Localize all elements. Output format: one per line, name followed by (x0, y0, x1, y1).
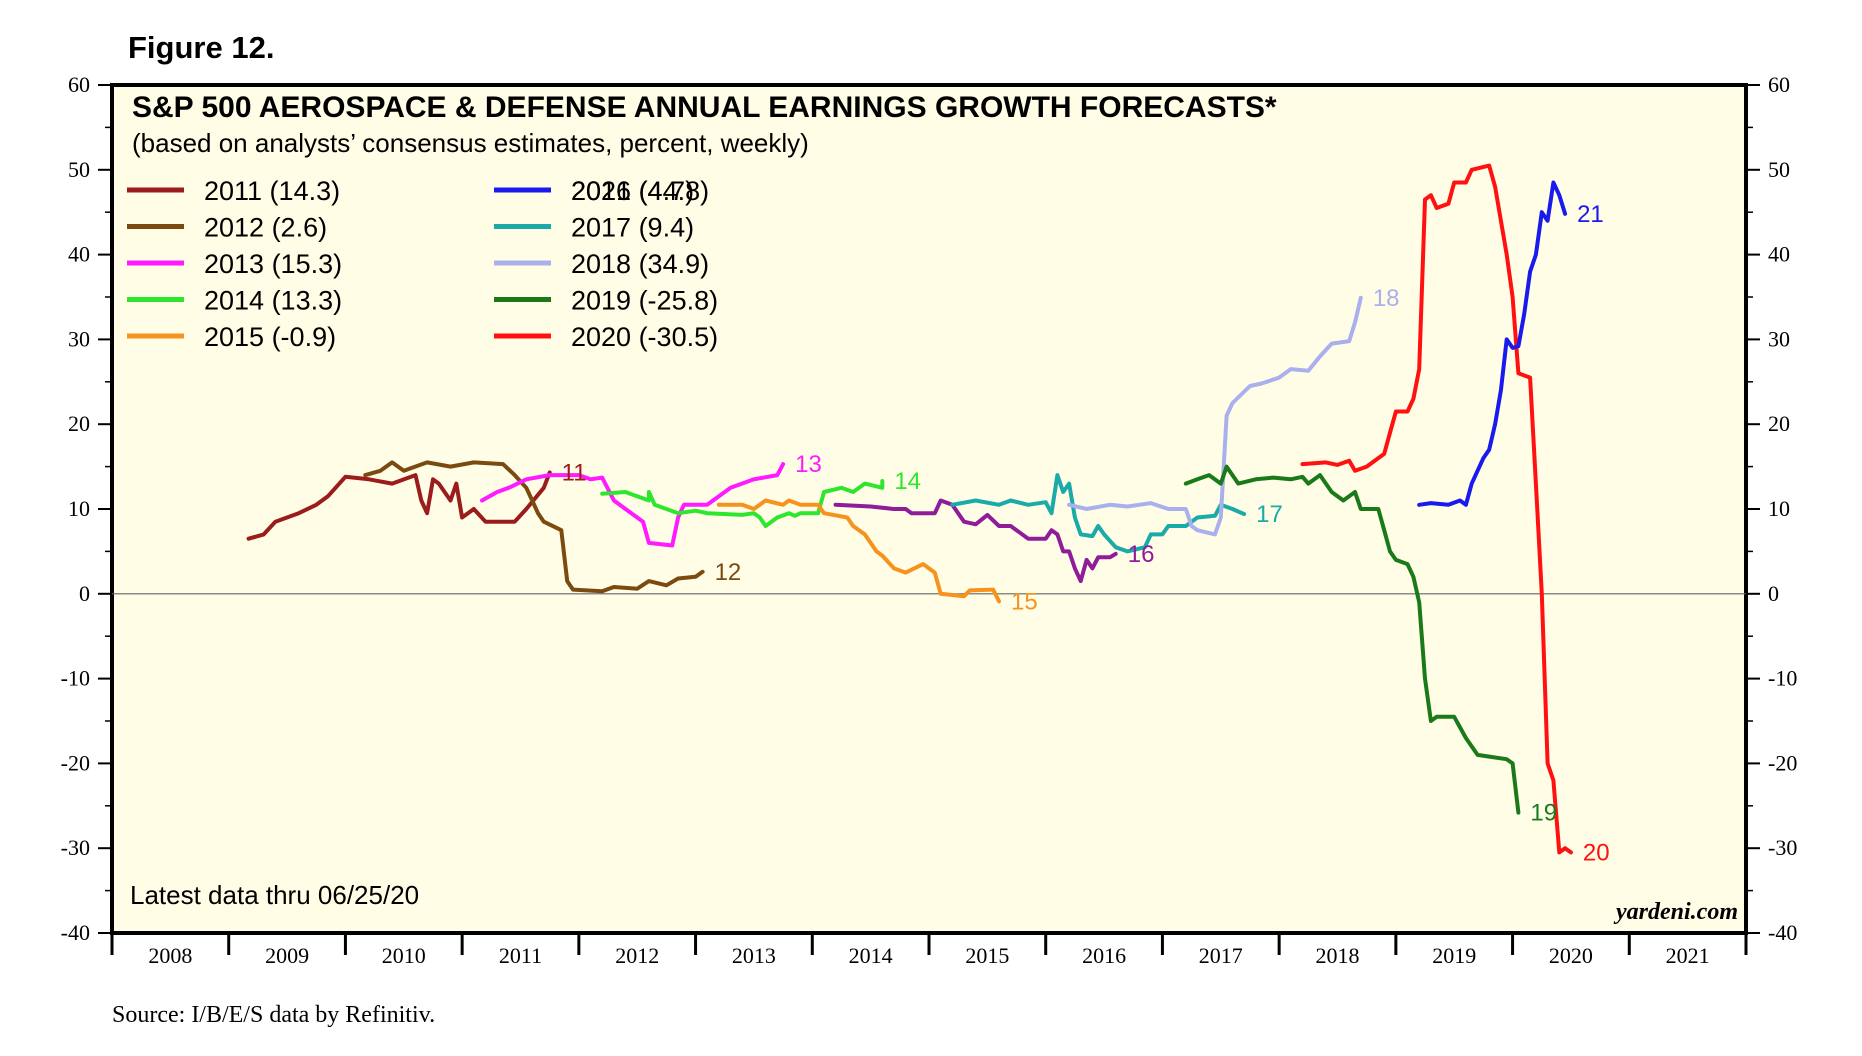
y-tick-label-left: 60 (68, 72, 90, 97)
y-tick-label-right: 60 (1768, 72, 1790, 97)
legend-label-2015: 2015 (-0.9) (204, 322, 336, 352)
source-note: Source: I/B/E/S data by Refinitiv. (112, 1002, 436, 1028)
chart-subtitle: (based on analysts’ consensus estimates,… (132, 128, 809, 158)
x-tick-label: 2017 (1199, 943, 1243, 968)
y-tick-label-left: 0 (79, 581, 90, 606)
series-end-label-2014: 14 (894, 468, 921, 495)
series-end-label-2021: 21 (1577, 201, 1604, 228)
brand-label: yardeni.com (1613, 899, 1738, 925)
x-tick-label: 2009 (265, 943, 309, 968)
legend: 2011 (14.3) 2012 (2.6) 2013 (15.3) 2014 (13… (127, 176, 718, 352)
x-tick-label: 2021 (1666, 943, 1710, 968)
y-tick-label-left: -40 (61, 920, 90, 945)
series-line-2012 (363, 460, 705, 594)
y-tick-label-right: -30 (1768, 835, 1797, 860)
y-tick-label-right: -20 (1768, 750, 1797, 775)
x-tick-label: 2016 (1082, 943, 1126, 968)
series-end-label-2020: 20 (1583, 839, 1610, 866)
x-tick-label: 2014 (849, 943, 893, 968)
y-tick-label-left: 30 (68, 326, 90, 351)
y-tick-label-left: -30 (61, 835, 90, 860)
series-line-2016 (833, 498, 1118, 584)
series-end-label-2017: 17 (1256, 501, 1283, 528)
series-line-2013 (480, 462, 786, 548)
figure-label: Figure 12. (128, 30, 275, 65)
series-line-2015 (716, 498, 1001, 604)
series-line-2017 (950, 473, 1247, 554)
series-line-2019 (1183, 464, 1521, 815)
series-end-label-2012: 12 (715, 559, 742, 586)
legend-label-2012: 2012 (2.6) (204, 213, 327, 243)
y-tick-label-left: -20 (61, 750, 90, 775)
legend-label-2019: 2019 (-25.8) (571, 286, 718, 316)
series-line-2011 (246, 470, 552, 541)
y-tick-label-left: -10 (61, 666, 90, 691)
x-tick-label: 2008 (148, 943, 192, 968)
y-tick-label-left: 20 (68, 411, 90, 436)
series-lines (246, 163, 1573, 855)
series-line-2018 (1067, 295, 1363, 537)
legend-label-2014: 2014 (13.3) (204, 286, 342, 316)
y-tick-label-left: 50 (68, 157, 90, 182)
legend-label-2013: 2013 (15.3) (204, 249, 342, 279)
legend-label-2020: 2020 (-30.5) (571, 322, 718, 352)
x-tick-label: 2018 (1316, 943, 1360, 968)
legend-label-2011: 2011 (14.3) (204, 176, 340, 206)
y-tick-label-right: -10 (1768, 666, 1797, 691)
y-tick-label-right: 50 (1768, 157, 1790, 182)
chart-title: S&P 500 AEROSPACE & DEFENSE ANNUAL EARNI… (132, 91, 1277, 124)
legend-label-2018: 2018 (34.9) (571, 249, 709, 279)
x-tick-label: 2019 (1432, 943, 1476, 968)
series-line-2014 (600, 479, 885, 528)
y-tick-label-right: 20 (1768, 411, 1790, 436)
x-tick-label: 2011 (499, 943, 542, 968)
legend-label-2021: 2021 (44.8) (571, 176, 709, 206)
y-tick-label-right: 0 (1768, 581, 1779, 606)
y-tick-label-right: -40 (1768, 920, 1797, 945)
series-end-label-2016: 16 (1128, 541, 1155, 568)
legend-label-2016: 2016 (4.7) (571, 176, 694, 206)
series-end-labels: 11 12 13 14 15 16 17 18 19 20 21 (562, 201, 1610, 867)
x-tick-label: 2013 (732, 943, 776, 968)
y-tick-label-left: 10 (68, 496, 90, 521)
latest-data-note: Latest data thru 06/25/20 (130, 880, 419, 910)
series-end-label-2019: 19 (1530, 800, 1557, 827)
y-tick-label-left: 40 (68, 242, 90, 267)
series-end-label-2011: 11 (562, 460, 587, 487)
series-end-label-2013: 13 (795, 451, 822, 478)
x-tick-label: 2015 (965, 943, 1009, 968)
x-tick-label: 2010 (382, 943, 426, 968)
plot-area (110, 83, 1748, 935)
series-line-2020 (1300, 163, 1573, 855)
legend-label-2017: 2017 (9.4) (571, 213, 694, 243)
series-end-label-2015: 15 (1011, 588, 1038, 615)
y-tick-label-right: 40 (1768, 242, 1790, 267)
series-end-label-2018: 18 (1373, 285, 1400, 312)
x-tick-label: 2020 (1549, 943, 1593, 968)
y-tick-label-right: 10 (1768, 496, 1790, 521)
x-tick-label: 2012 (615, 943, 659, 968)
series-line-2021 (1417, 180, 1568, 507)
y-tick-label-right: 30 (1768, 326, 1790, 351)
